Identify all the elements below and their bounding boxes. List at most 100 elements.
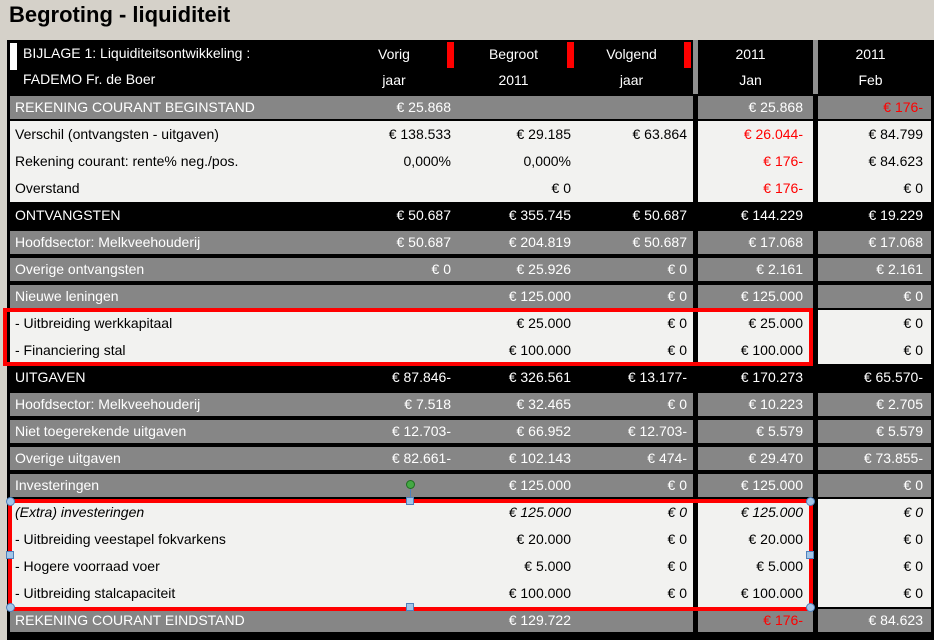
row-label-verschil[interactable]: Verschil (ontvangsten - uitgaven): [15, 126, 219, 142]
row-label-uitbreiding-veestapel-fokvarkens[interactable]: - Uitbreiding veestapel fokvarkens: [15, 531, 226, 547]
cell-extra-investeringen-col3[interactable]: € 0: [667, 504, 687, 520]
cell-overige-uitgaven-col5[interactable]: € 73.855-: [863, 450, 923, 466]
row-label-rente[interactable]: Rekening courant: rente% neg./pos.: [15, 153, 239, 169]
cell-uitbreiding-werkkapitaal-col3[interactable]: € 0: [667, 315, 687, 331]
cell-rekening-courant-eindstand-col2[interactable]: € 129.722: [508, 612, 571, 628]
cell-overige-ontvangsten-col2[interactable]: € 25.926: [516, 261, 572, 277]
cell-ontvangsten-col5[interactable]: € 19.229: [868, 207, 924, 223]
cell-verschil-col2[interactable]: € 29.185: [516, 126, 572, 142]
cell-financiering-stal-col5[interactable]: € 0: [903, 342, 923, 358]
row-label-nieuwe-leningen[interactable]: Nieuwe leningen: [15, 288, 119, 304]
selection-handle-middle-left[interactable]: [6, 551, 14, 559]
cell-uitgaven-col3[interactable]: € 13.177-: [627, 369, 687, 385]
selection-handle-top-right[interactable]: [806, 497, 815, 506]
cell-rekening-courant-eindstand-col3[interactable]: [576, 609, 693, 632]
red-highlight-box-2[interactable]: [8, 499, 813, 611]
row-label-overige-ontvangsten[interactable]: Overige ontvangsten: [15, 261, 145, 277]
cell-overige-uitgaven-col3[interactable]: € 474-: [647, 450, 687, 466]
comment-marker-icon[interactable]: [567, 42, 574, 68]
cell-rekening-courant-beginstand-col2[interactable]: [456, 96, 576, 119]
row-label-uitgaven[interactable]: UITGAVEN: [15, 369, 86, 385]
row-label-uitbreiding-werkkapitaal[interactable]: - Uitbreiding werkkapitaal: [15, 315, 173, 331]
selection-handle-bottom-right[interactable]: [806, 603, 815, 612]
header-col-vorig-jaar[interactable]: Vorig jaar: [337, 40, 456, 94]
header-title-cell[interactable]: BIJLAGE 1: Liquiditeitsontwikkeling : FAD…: [10, 40, 337, 94]
cell-uitbreiding-veestapel-fokvarkens-col4[interactable]: € 20.000: [748, 531, 804, 547]
header-col-volgend-jaar[interactable]: Volgend jaar: [576, 40, 693, 94]
cell-rekening-courant-beginstand-col4[interactable]: € 25.868: [748, 99, 804, 115]
cell-nieuwe-leningen-col1[interactable]: [337, 285, 456, 308]
row-label-overige-uitgaven[interactable]: Overige uitgaven: [15, 450, 121, 466]
row-label-ontvangsten[interactable]: ONTVANGSTEN: [15, 207, 121, 223]
cell-hogere-voorraad-voer-col5[interactable]: € 0: [903, 558, 923, 574]
cell-overstand-col3[interactable]: [576, 175, 693, 202]
cell-verschil-col4[interactable]: € 26.044-: [743, 126, 803, 142]
cell-rekening-courant-beginstand-col5[interactable]: € 176-: [883, 99, 923, 115]
cell-hoofdsector-ontvangsten-col3[interactable]: € 50.687: [632, 234, 688, 250]
selection-handle-middle-right[interactable]: [806, 551, 814, 559]
cell-hoofdsector-ontvangsten-col1[interactable]: € 50.687: [396, 234, 452, 250]
cell-nieuwe-leningen-col3[interactable]: € 0: [667, 288, 687, 304]
cell-uitbreiding-veestapel-fokvarkens-col2[interactable]: € 20.000: [516, 531, 572, 547]
cell-rekening-courant-eindstand-col1[interactable]: [337, 609, 456, 632]
cell-investeringen-col2[interactable]: € 125.000: [508, 477, 571, 493]
header-col-2011-feb[interactable]: 2011 Feb: [818, 40, 931, 94]
cell-hogere-voorraad-voer-col4[interactable]: € 5.000: [756, 558, 803, 574]
cell-overige-uitgaven-col4[interactable]: € 29.470: [748, 450, 804, 466]
cell-uitbreiding-werkkapitaal-col5[interactable]: € 0: [903, 315, 923, 331]
red-highlight-box-1[interactable]: [3, 308, 813, 366]
cell-verschil-col3[interactable]: € 63.864: [632, 126, 688, 142]
rotation-handle[interactable]: [406, 480, 415, 489]
cell-overige-uitgaven-col1[interactable]: € 82.661-: [391, 450, 451, 466]
cell-niet-toegerekende-uitgaven-col2[interactable]: € 66.952: [516, 423, 572, 439]
cell-hoofdsector-ontvangsten-col2[interactable]: € 204.819: [508, 234, 571, 250]
cell-uitbreiding-veestapel-fokvarkens-col3[interactable]: € 0: [667, 531, 687, 547]
cell-nieuwe-leningen-col4[interactable]: € 125.000: [740, 288, 803, 304]
cell-verschil-col5[interactable]: € 84.799: [868, 126, 924, 142]
row-label-extra-investeringen[interactable]: (Extra) investeringen: [15, 504, 145, 520]
cell-overstand-col4[interactable]: € 176-: [763, 180, 803, 196]
cell-hoofdsector-uitgaven-col1[interactable]: € 7.518: [404, 396, 451, 412]
cell-extra-investeringen-col5[interactable]: € 0: [903, 504, 923, 520]
cell-rente-col2[interactable]: 0,000%: [523, 153, 571, 169]
cell-uitbreiding-stalcapaciteit-col2[interactable]: € 100.000: [508, 585, 571, 601]
cell-nieuwe-leningen-col2[interactable]: € 125.000: [508, 288, 571, 304]
cell-overstand-col2[interactable]: € 0: [551, 180, 571, 196]
cell-ontvangsten-col3[interactable]: € 50.687: [632, 207, 688, 223]
cell-financiering-stal-col3[interactable]: € 0: [667, 342, 687, 358]
cell-rente-col5[interactable]: € 84.623: [868, 153, 924, 169]
cell-ontvangsten-col4[interactable]: € 144.229: [740, 207, 803, 223]
cell-hogere-voorraad-voer-col2[interactable]: € 5.000: [524, 558, 571, 574]
cell-overige-ontvangsten-col1[interactable]: € 0: [431, 261, 451, 277]
selection-handle-top-middle[interactable]: [406, 497, 414, 505]
selection-handle-bottom-left[interactable]: [6, 603, 15, 612]
cell-investeringen-col4[interactable]: € 125.000: [740, 477, 803, 493]
cell-extra-investeringen-col2[interactable]: € 125.000: [508, 504, 571, 520]
cell-hoofdsector-uitgaven-col3[interactable]: € 0: [667, 396, 687, 412]
cell-uitbreiding-stalcapaciteit-col4[interactable]: € 100.000: [740, 585, 803, 601]
cell-uitbreiding-stalcapaciteit-col3[interactable]: € 0: [667, 585, 687, 601]
cell-financiering-stal-col2[interactable]: € 100.000: [508, 342, 571, 358]
cell-overstand-col1[interactable]: [337, 175, 456, 202]
cell-rente-col1[interactable]: 0,000%: [403, 153, 451, 169]
header-col-2011-jan[interactable]: 2011 Jan: [698, 40, 813, 94]
selection-handle-top-left[interactable]: [6, 497, 15, 506]
row-label-hogere-voorraad-voer[interactable]: - Hogere voorraad voer: [15, 558, 160, 574]
row-label-niet-toegerekende-uitgaven[interactable]: Niet toegerekende uitgaven: [15, 423, 187, 439]
row-label-overstand[interactable]: Overstand: [15, 180, 80, 196]
cell-uitbreiding-werkkapitaal-col4[interactable]: € 25.000: [748, 315, 804, 331]
cell-investeringen-col1[interactable]: [337, 474, 456, 497]
selection-handle-bottom-middle[interactable]: [406, 603, 414, 611]
cell-nieuwe-leningen-col5[interactable]: € 0: [903, 288, 923, 304]
cell-rekening-courant-beginstand-col1[interactable]: € 25.868: [396, 99, 452, 115]
cell-niet-toegerekende-uitgaven-col1[interactable]: € 12.703-: [391, 423, 451, 439]
row-label-rekening-courant-beginstand[interactable]: REKENING COURANT BEGINSTAND: [15, 99, 255, 115]
cell-uitgaven-col2[interactable]: € 326.561: [508, 369, 571, 385]
row-label-financiering-stal[interactable]: - Financiering stal: [15, 342, 126, 358]
row-label-rekening-courant-eindstand[interactable]: REKENING COURANT EINDSTAND: [15, 612, 245, 628]
cell-uitbreiding-stalcapaciteit-col5[interactable]: € 0: [903, 585, 923, 601]
cell-financiering-stal-col4[interactable]: € 100.000: [740, 342, 803, 358]
comment-marker-icon[interactable]: [447, 42, 454, 68]
cell-niet-toegerekende-uitgaven-col4[interactable]: € 5.579: [756, 423, 803, 439]
row-label-hoofdsector-ontvangsten[interactable]: Hoofdsector: Melkveehouderij: [15, 234, 201, 250]
